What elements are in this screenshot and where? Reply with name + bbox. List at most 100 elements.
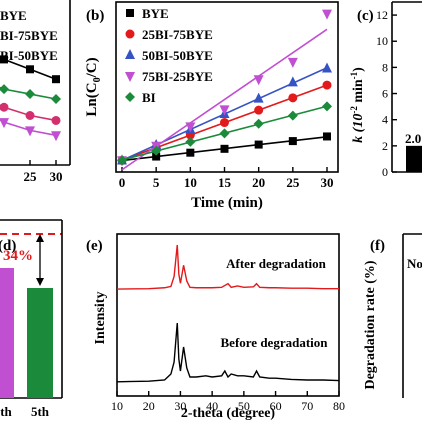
panel-f: (f) No Degradation rate (%) — [363, 233, 422, 398]
panel-b-data-point — [185, 136, 196, 147]
panel-d-arrow-down-head — [36, 278, 44, 286]
panel-a-data-point — [25, 89, 35, 100]
panel-b-data-point — [287, 76, 298, 87]
panel-b-legend-label: 50BI-50BYE — [142, 48, 213, 63]
panel-c-y-tick-label: 4 — [382, 113, 388, 127]
panel-b-data-point — [253, 92, 264, 103]
panel-b-ticks: 0 5 10 15 20 25 30 — [119, 167, 334, 190]
panel-b-data-point — [253, 75, 264, 86]
panel-b-data-point — [117, 155, 127, 166]
panel-b-legend-marker — [126, 9, 134, 17]
panel-e-x-axis-label: 2-theta (degree) — [181, 406, 276, 421]
panel-c-label: (c) — [357, 8, 374, 24]
panel-b-data-point — [287, 57, 298, 68]
panel-b-x-tick-label: 30 — [321, 175, 334, 190]
panel-b-data-point — [185, 122, 196, 133]
panel-b-data-point — [254, 140, 263, 149]
panel-e-pattern-0 — [116, 244, 339, 290]
panel-e-x-tick-label: 30 — [174, 399, 186, 413]
panel-e-x-tick-label: 40 — [206, 399, 218, 413]
panel-a-x-tick-label: 25 — [24, 169, 38, 184]
panel-b-data-point — [219, 128, 230, 139]
panel-b-x-tick-label: 20 — [252, 175, 265, 190]
panel-a-data-point — [25, 126, 35, 137]
panel-b-x-tick-label: 25 — [286, 175, 300, 190]
panel-b-data-point — [253, 118, 264, 129]
panel-d-bar-4th — [0, 268, 14, 398]
panel-a-data-point — [51, 131, 61, 142]
panel-b-data-point — [322, 62, 332, 73]
panel-a-data-point — [0, 84, 9, 95]
panel-c-bar — [406, 145, 422, 172]
panel-b-x-axis-label: Time (min) — [191, 195, 263, 211]
panel-a-data-point — [51, 94, 61, 104]
panel-b-data-point — [322, 80, 332, 90]
panel-b-x-tick-label: 15 — [218, 175, 232, 190]
panel-a-legend-entry: BI-75BYE — [0, 28, 58, 43]
panel-b-data-point — [220, 118, 229, 128]
panel-a-x-tick-label: 30 — [50, 169, 63, 184]
panel-c-ticks: 0 2 4 6 8 10 12 — [376, 8, 397, 179]
panel-b-legend-marker — [125, 29, 135, 39]
panel-c-y-tick-label: 0 — [382, 165, 388, 179]
panel-f-y-axis-label: Degradation rate (%) — [363, 260, 378, 389]
panel-e-x-tick-label: 20 — [143, 399, 155, 413]
panel-b-data-point — [287, 110, 298, 121]
panel-a-data-point — [0, 118, 9, 129]
panel-d-bar-5th — [27, 288, 53, 398]
panel-b-data-point — [219, 105, 230, 116]
panel-b-data-point — [288, 93, 298, 103]
panel-e-label: (e) — [86, 238, 103, 254]
panel-c-y-axis-label: k (10-2 min-1) — [349, 67, 366, 143]
panel-e-ticks: 10 20 30 40 50 60 70 80 — [111, 391, 345, 413]
panel-e-series — [116, 244, 340, 383]
panel-f-label: (f) — [370, 238, 385, 254]
panel-d-arrow-up-head — [36, 234, 44, 242]
panel-b-data-point — [220, 144, 229, 153]
panel-e-x-tick-label: 70 — [301, 399, 313, 413]
panel-c-y-tick-label: 8 — [382, 60, 388, 74]
panel-b-legend-label: BYE — [142, 6, 169, 21]
panel-e-pattern-1 — [116, 322, 340, 383]
panel-d-label: (d) — [0, 238, 16, 254]
panel-c-bar-label: 2.0 — [405, 131, 421, 146]
panel-a-series — [0, 55, 61, 142]
panel-c-y-tick-label: 6 — [382, 87, 388, 101]
panel-b: (b) 0 5 10 15 20 25 30 BYE 25BI-75BYE 50BI-50BYE… — [84, 1, 339, 211]
panel-b-data-point — [322, 101, 332, 112]
panel-a-data-point — [25, 111, 35, 120]
panel-a-ticks: 25 30 — [24, 160, 63, 184]
panel-e: (e) 10 20 30 40 50 60 70 80 After degradation B… — [86, 233, 345, 421]
panel-e-x-tick-label: 80 — [333, 399, 345, 413]
panel-c: (c) 0 2 4 6 8 10 12 2.0 k (10-2 min-1) — [349, 1, 422, 179]
panel-a-series-line-2 — [0, 104, 57, 122]
panel-b-data-point — [323, 132, 331, 141]
panel-b-x-tick-label: 0 — [119, 175, 126, 190]
panel-b-plot-frame — [115, 1, 339, 173]
panel-a-series-line-3 — [0, 119, 57, 137]
panel-e-annotation-before: Before degradation — [221, 335, 329, 350]
panel-b-data-point — [288, 137, 297, 146]
panel-e-x-tick-label: 10 — [111, 399, 123, 413]
panel-e-x-tick-label: 60 — [270, 399, 282, 413]
panel-c-y-tick-label: 2 — [382, 139, 388, 153]
panel-b-legend-label: 75BI-25BYE — [142, 69, 213, 84]
panel-e-y-axis-label: Intensity — [93, 292, 108, 345]
panel-b-data-point — [151, 145, 162, 156]
panel-b-legend-marker — [125, 72, 135, 82]
panel-d-tick-label: th — [0, 404, 12, 419]
panel-b-legend-marker — [125, 92, 135, 102]
panel-b-series — [117, 9, 332, 171]
panel-b-data-point — [254, 105, 264, 115]
panel-e-plot-frame — [116, 233, 340, 397]
panel-b-data-point — [322, 9, 332, 20]
panel-a: 25 30 BYE BI-75BYE BI-50BYE — [0, 0, 71, 184]
panel-c-y-tick-label: 12 — [376, 8, 388, 22]
panel-e-annotation-after: After degradation — [226, 256, 327, 271]
panel-b-x-tick-label: 5 — [153, 175, 160, 190]
panel-a-series-line-1 — [0, 86, 57, 100]
panel-b-data-point — [186, 148, 195, 157]
panel-b-label: (b) — [86, 8, 104, 24]
panel-b-x-tick-label: 10 — [184, 175, 197, 190]
